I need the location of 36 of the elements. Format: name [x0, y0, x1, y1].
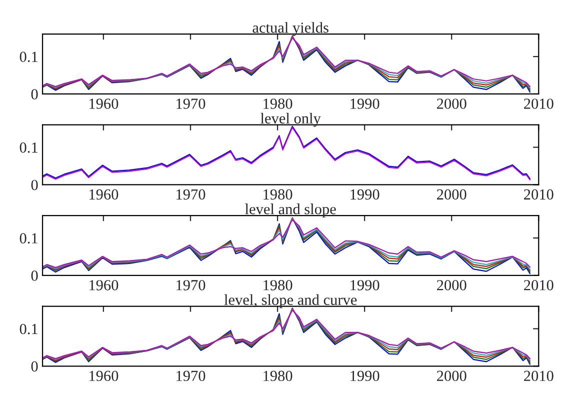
x-tick-label: 1980 [264, 189, 292, 200]
y-tick-label: 0 [31, 89, 38, 100]
y-tick-label: 0.1 [20, 233, 38, 244]
x-tick-label: 2010 [524, 370, 554, 382]
chart-title: level and slope [245, 204, 336, 218]
x-tick-label: 2000 [437, 370, 466, 382]
y-tick-label: 0.1 [20, 52, 38, 62]
x-tick-label: 2010 [524, 189, 554, 200]
x-tick-label: 1990 [350, 98, 380, 109]
x-tick-label: 1970 [176, 98, 206, 109]
chart-title: level only [260, 112, 321, 127]
x-tick-label: 1960 [90, 280, 118, 290]
x-tick-label: 1990 [350, 370, 380, 382]
chart-title: actual yields [252, 22, 328, 36]
x-tick-label: 1980 [264, 370, 292, 382]
y-tick-label: 0.1 [20, 142, 38, 153]
y-tick-label: 0 [31, 180, 38, 190]
x-tick-label: 2000 [437, 280, 466, 290]
x-tick-label: 1960 [90, 98, 118, 109]
x-tick-label: 1980 [264, 98, 292, 109]
x-tick-label: 1990 [350, 189, 380, 200]
x-tick-label: 2010 [524, 98, 554, 109]
x-tick-label: 1960 [90, 370, 118, 382]
x-tick-label: 1990 [350, 280, 380, 290]
x-tick-label: 1970 [176, 189, 206, 200]
chart-title: level, slope and curve [224, 294, 357, 308]
y-tick-label: 0.1 [20, 324, 38, 334]
x-tick-label: 2000 [437, 98, 466, 109]
x-tick-label: 2000 [437, 189, 466, 200]
x-tick-label: 2010 [524, 280, 554, 290]
y-tick-label: 0 [31, 361, 38, 372]
x-tick-label: 1970 [176, 280, 206, 290]
x-tick-label: 1970 [176, 370, 206, 382]
y-tick-label: 0 [31, 270, 38, 281]
x-tick-label: 1980 [264, 280, 292, 290]
x-tick-label: 1960 [90, 189, 118, 200]
